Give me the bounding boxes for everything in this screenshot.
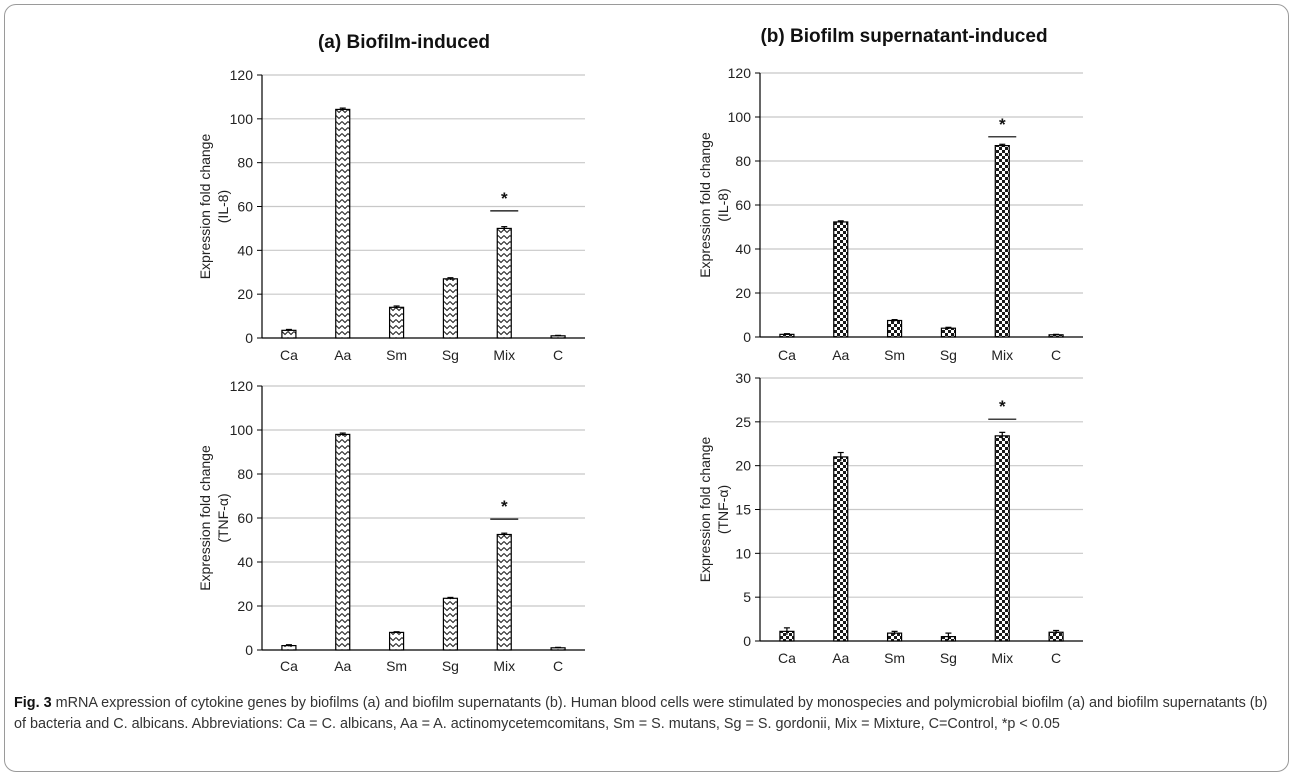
chart-supernatant-tnf: 0 5 10 15 20 25 30 Expression fold change (TNF-α…	[697, 370, 1083, 666]
y-tick-label: 20	[237, 598, 253, 614]
bar-aa	[335, 108, 351, 339]
panel-a-title: Biofilm-induced	[346, 32, 490, 53]
bar-mix	[994, 145, 1010, 338]
x-tick-label: Sm	[884, 347, 905, 363]
panel-a-label: (a)	[318, 32, 341, 53]
x-tick-label: C	[1051, 347, 1061, 363]
y-tick-label: 20	[735, 285, 751, 301]
significance-star: *	[501, 497, 508, 516]
y-tick-label: 40	[237, 554, 253, 570]
caption-text: mRNA expression of cytokine genes by bio…	[14, 695, 1268, 732]
x-tick-label: Ca	[778, 650, 796, 666]
y-axis-label: Expression fold change	[697, 437, 713, 583]
bar-sm	[886, 319, 903, 338]
x-tick-label: C	[1051, 650, 1061, 666]
chart-supernatant-il8: 0 20 40 60 80 100 120 Expression fold change (IL…	[697, 65, 1083, 363]
y-tick-label: 60	[735, 197, 751, 213]
figure-frame	[4, 4, 1289, 772]
x-tick-label: Sm	[386, 658, 407, 674]
bar-sg	[442, 597, 459, 651]
y-tick-label: 0	[743, 633, 751, 649]
x-tick-label: Ca	[280, 658, 298, 674]
y-tick-label: 20	[237, 286, 253, 302]
y-tick-label: 25	[735, 414, 751, 430]
panel-b-label: (b)	[760, 26, 784, 47]
y-axis-label: Expression fold change	[197, 445, 213, 591]
x-tick-label: Sg	[940, 650, 957, 666]
y-tick-label: 15	[735, 502, 751, 518]
x-tick-label: C	[553, 347, 563, 363]
y-tick-label: 100	[230, 422, 254, 438]
x-tick-label: Mix	[991, 347, 1013, 363]
bar-aa	[335, 433, 351, 651]
y-tick-label: 40	[237, 242, 253, 258]
y-tick-label: 60	[237, 199, 253, 215]
figure-canvas: (a) Biofilm-induced (b) Biofilm supernat…	[197, 26, 1083, 674]
x-tick-label: Sg	[442, 347, 459, 363]
y-tick-label: 0	[245, 642, 253, 658]
y-axis-label: Expression fold change	[197, 134, 213, 280]
y-tick-label: 60	[237, 510, 253, 526]
x-tick-label: Sg	[940, 347, 957, 363]
x-tick-label: C	[553, 658, 563, 674]
y-tick-label: 40	[735, 241, 751, 257]
bar-sm	[388, 631, 405, 651]
y-tick-label: 80	[735, 153, 751, 169]
x-tick-label: Aa	[334, 347, 351, 363]
y-tick-label: 100	[728, 109, 752, 125]
y-tick-label: 0	[743, 329, 751, 345]
x-tick-label: Ca	[778, 347, 796, 363]
x-tick-label: Sm	[386, 347, 407, 363]
y-tick-label: 80	[237, 466, 253, 482]
bar-mix	[994, 435, 1010, 642]
x-tick-label: Mix	[991, 650, 1013, 666]
y-tick-label: 0	[245, 330, 253, 346]
bar-mix	[496, 227, 512, 339]
figure-caption: Fig. 3 mRNA expression of cytokine genes…	[14, 693, 1276, 735]
bar-aa	[833, 221, 849, 338]
panel-b-heading: (b) Biofilm supernatant-induced	[760, 26, 1047, 47]
bar-aa	[833, 456, 849, 642]
y-tick-label: 120	[230, 378, 254, 394]
x-tick-label: Mix	[493, 347, 515, 363]
panel-a-heading: (a) Biofilm-induced	[318, 32, 490, 53]
significance-star: *	[999, 115, 1006, 134]
y-axis-label-gene: (IL-8)	[215, 190, 231, 223]
significance-star: *	[501, 189, 508, 208]
chart-biofilm-tnf: 0 20 40 60 80 100 120 Expression fold change (TN…	[197, 378, 585, 674]
y-axis-label-gene: (IL-8)	[715, 188, 731, 221]
bar-sg	[940, 327, 957, 338]
x-tick-label: Sm	[884, 650, 905, 666]
chart-biofilm-il8: 0 20 40 60 80 100 120 Expression fold change (IL…	[197, 67, 585, 363]
x-tick-label: Ca	[280, 347, 298, 363]
y-tick-label: 120	[728, 65, 752, 81]
x-tick-label: Aa	[832, 650, 849, 666]
significance-star: *	[999, 397, 1006, 416]
y-axis-label-gene: (TNF-α)	[215, 493, 231, 542]
x-tick-label: Aa	[334, 658, 351, 674]
caption-label: Fig. 3	[14, 695, 52, 711]
y-tick-label: 10	[735, 545, 751, 561]
bar-sg	[442, 278, 459, 339]
panel-b-title: Biofilm supernatant-induced	[790, 26, 1048, 47]
bar-sm	[388, 306, 405, 339]
x-tick-label: Aa	[832, 347, 849, 363]
y-axis-label: Expression fold change	[697, 132, 713, 278]
y-tick-label: 5	[743, 589, 751, 605]
x-tick-label: Mix	[493, 658, 515, 674]
y-tick-label: 20	[735, 458, 751, 474]
y-tick-label: 80	[237, 155, 253, 171]
y-axis-label-gene: (TNF-α)	[715, 485, 731, 534]
x-tick-label: Sg	[442, 658, 459, 674]
y-tick-label: 120	[230, 67, 254, 83]
y-tick-label: 100	[230, 111, 254, 127]
y-tick-label: 30	[735, 370, 751, 386]
bar-mix	[496, 533, 512, 651]
bar-ca	[281, 329, 297, 339]
